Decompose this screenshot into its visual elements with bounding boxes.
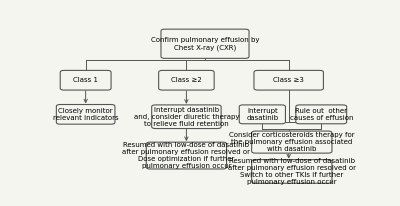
Text: Resumed with low-dose of dasatinib
after pulmonary effusion resolved or
Dose opt: Resumed with low-dose of dasatinib after… [122, 142, 250, 169]
FancyBboxPatch shape [146, 142, 226, 169]
FancyBboxPatch shape [56, 104, 115, 124]
Text: Resumed with low-dose of dasatinib
after pulmonary effusion resolved or
Switch t: Resumed with low-dose of dasatinib after… [228, 158, 356, 185]
FancyBboxPatch shape [252, 160, 332, 183]
FancyBboxPatch shape [161, 29, 249, 58]
FancyBboxPatch shape [159, 70, 214, 90]
Text: Closely monitor
relevant indicators: Closely monitor relevant indicators [53, 108, 118, 121]
FancyBboxPatch shape [254, 70, 324, 90]
Text: Confirm pulmonary effusion by
Chest X-ray (CXR): Confirm pulmonary effusion by Chest X-ra… [151, 37, 259, 50]
FancyBboxPatch shape [239, 105, 286, 124]
Text: Interrupt dasatinib
and, consider diuretic therapy
to relieve fluid retention: Interrupt dasatinib and, consider diuret… [134, 107, 239, 127]
Text: Class ≥3: Class ≥3 [273, 77, 304, 83]
Text: Rule out  other
causes of effusion: Rule out other causes of effusion [290, 108, 353, 121]
Text: Interrupt
dasatinib: Interrupt dasatinib [246, 108, 278, 121]
Text: Consider corticosteroids therapy for
the pulmonary effusion associated
with dasa: Consider corticosteroids therapy for the… [229, 132, 355, 152]
FancyBboxPatch shape [60, 70, 111, 90]
FancyBboxPatch shape [152, 105, 221, 129]
FancyBboxPatch shape [252, 131, 332, 153]
FancyBboxPatch shape [296, 105, 347, 124]
Text: Class ≥2: Class ≥2 [171, 77, 202, 83]
Text: Class 1: Class 1 [73, 77, 98, 83]
